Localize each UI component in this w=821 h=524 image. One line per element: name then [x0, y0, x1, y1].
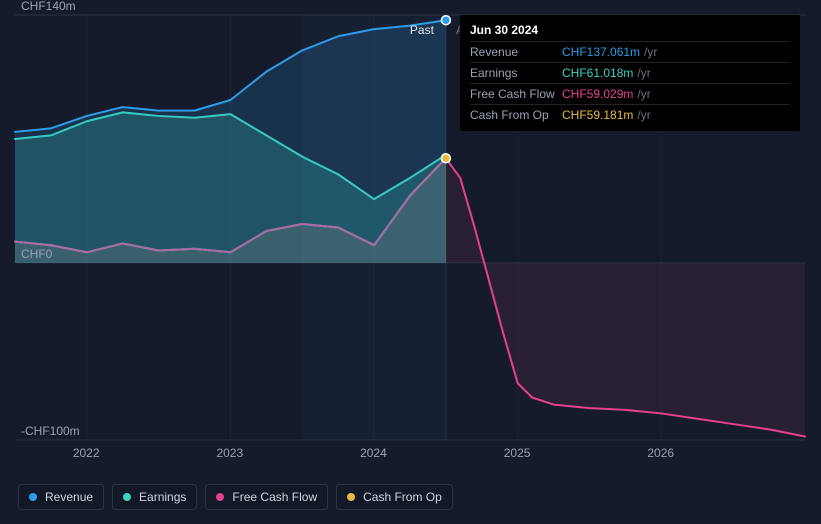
tooltip-row-value: CHF137.061m: [562, 45, 640, 59]
x-tick-label: 2025: [504, 446, 531, 460]
legend-dot-icon: [29, 493, 37, 501]
data-tooltip: Jun 30 2024 RevenueCHF137.061m/yrEarning…: [460, 15, 800, 131]
x-tick-label: 2022: [73, 446, 100, 460]
tooltip-row-value: CHF59.181m: [562, 108, 633, 122]
tooltip-row: Free Cash FlowCHF59.029m/yr: [470, 83, 790, 104]
y-tick-label: CHF140m: [21, 0, 76, 13]
tooltip-date: Jun 30 2024: [470, 23, 790, 41]
legend-label: Revenue: [45, 490, 93, 504]
tooltip-row-value: CHF59.029m: [562, 87, 633, 101]
tooltip-row: RevenueCHF137.061m/yr: [470, 41, 790, 62]
legend-dot-icon: [123, 493, 131, 501]
legend-item[interactable]: Revenue: [18, 484, 104, 510]
legend: Revenue Earnings Free Cash Flow Cash From O…: [18, 484, 453, 510]
tooltip-row-value: CHF61.018m: [562, 66, 633, 80]
x-tick-label: 2024: [360, 446, 387, 460]
legend-item[interactable]: Earnings: [112, 484, 197, 510]
tooltip-row-label: Free Cash Flow: [470, 87, 562, 101]
legend-label: Earnings: [139, 490, 186, 504]
data-marker: [441, 154, 450, 163]
x-tick-label: 2023: [216, 446, 243, 460]
legend-item[interactable]: Free Cash Flow: [205, 484, 328, 510]
legend-item[interactable]: Cash From Op: [336, 484, 453, 510]
tooltip-row-unit: /yr: [637, 87, 650, 101]
tooltip-row: EarningsCHF61.018m/yr: [470, 62, 790, 83]
legend-dot-icon: [216, 493, 224, 501]
tooltip-row-label: Earnings: [470, 66, 562, 80]
tooltip-row-label: Revenue: [470, 45, 562, 59]
tooltip-row: Cash From OpCHF59.181m/yr: [470, 104, 790, 125]
tooltip-row-unit: /yr: [637, 66, 650, 80]
data-marker: [441, 16, 450, 25]
tooltip-row-unit: /yr: [637, 108, 650, 122]
y-tick-label: CHF0: [21, 247, 52, 261]
tooltip-row-label: Cash From Op: [470, 108, 562, 122]
financial-chart: CHF140m CHF0 -CHF100m 2022 2023 2024 2025 2026…: [0, 0, 821, 524]
label-past: Past: [410, 23, 434, 37]
tooltip-row-unit: /yr: [644, 45, 657, 59]
x-tick-label: 2026: [647, 446, 674, 460]
legend-dot-icon: [347, 493, 355, 501]
y-tick-label: -CHF100m: [21, 424, 80, 438]
legend-label: Free Cash Flow: [232, 490, 317, 504]
legend-label: Cash From Op: [363, 490, 442, 504]
